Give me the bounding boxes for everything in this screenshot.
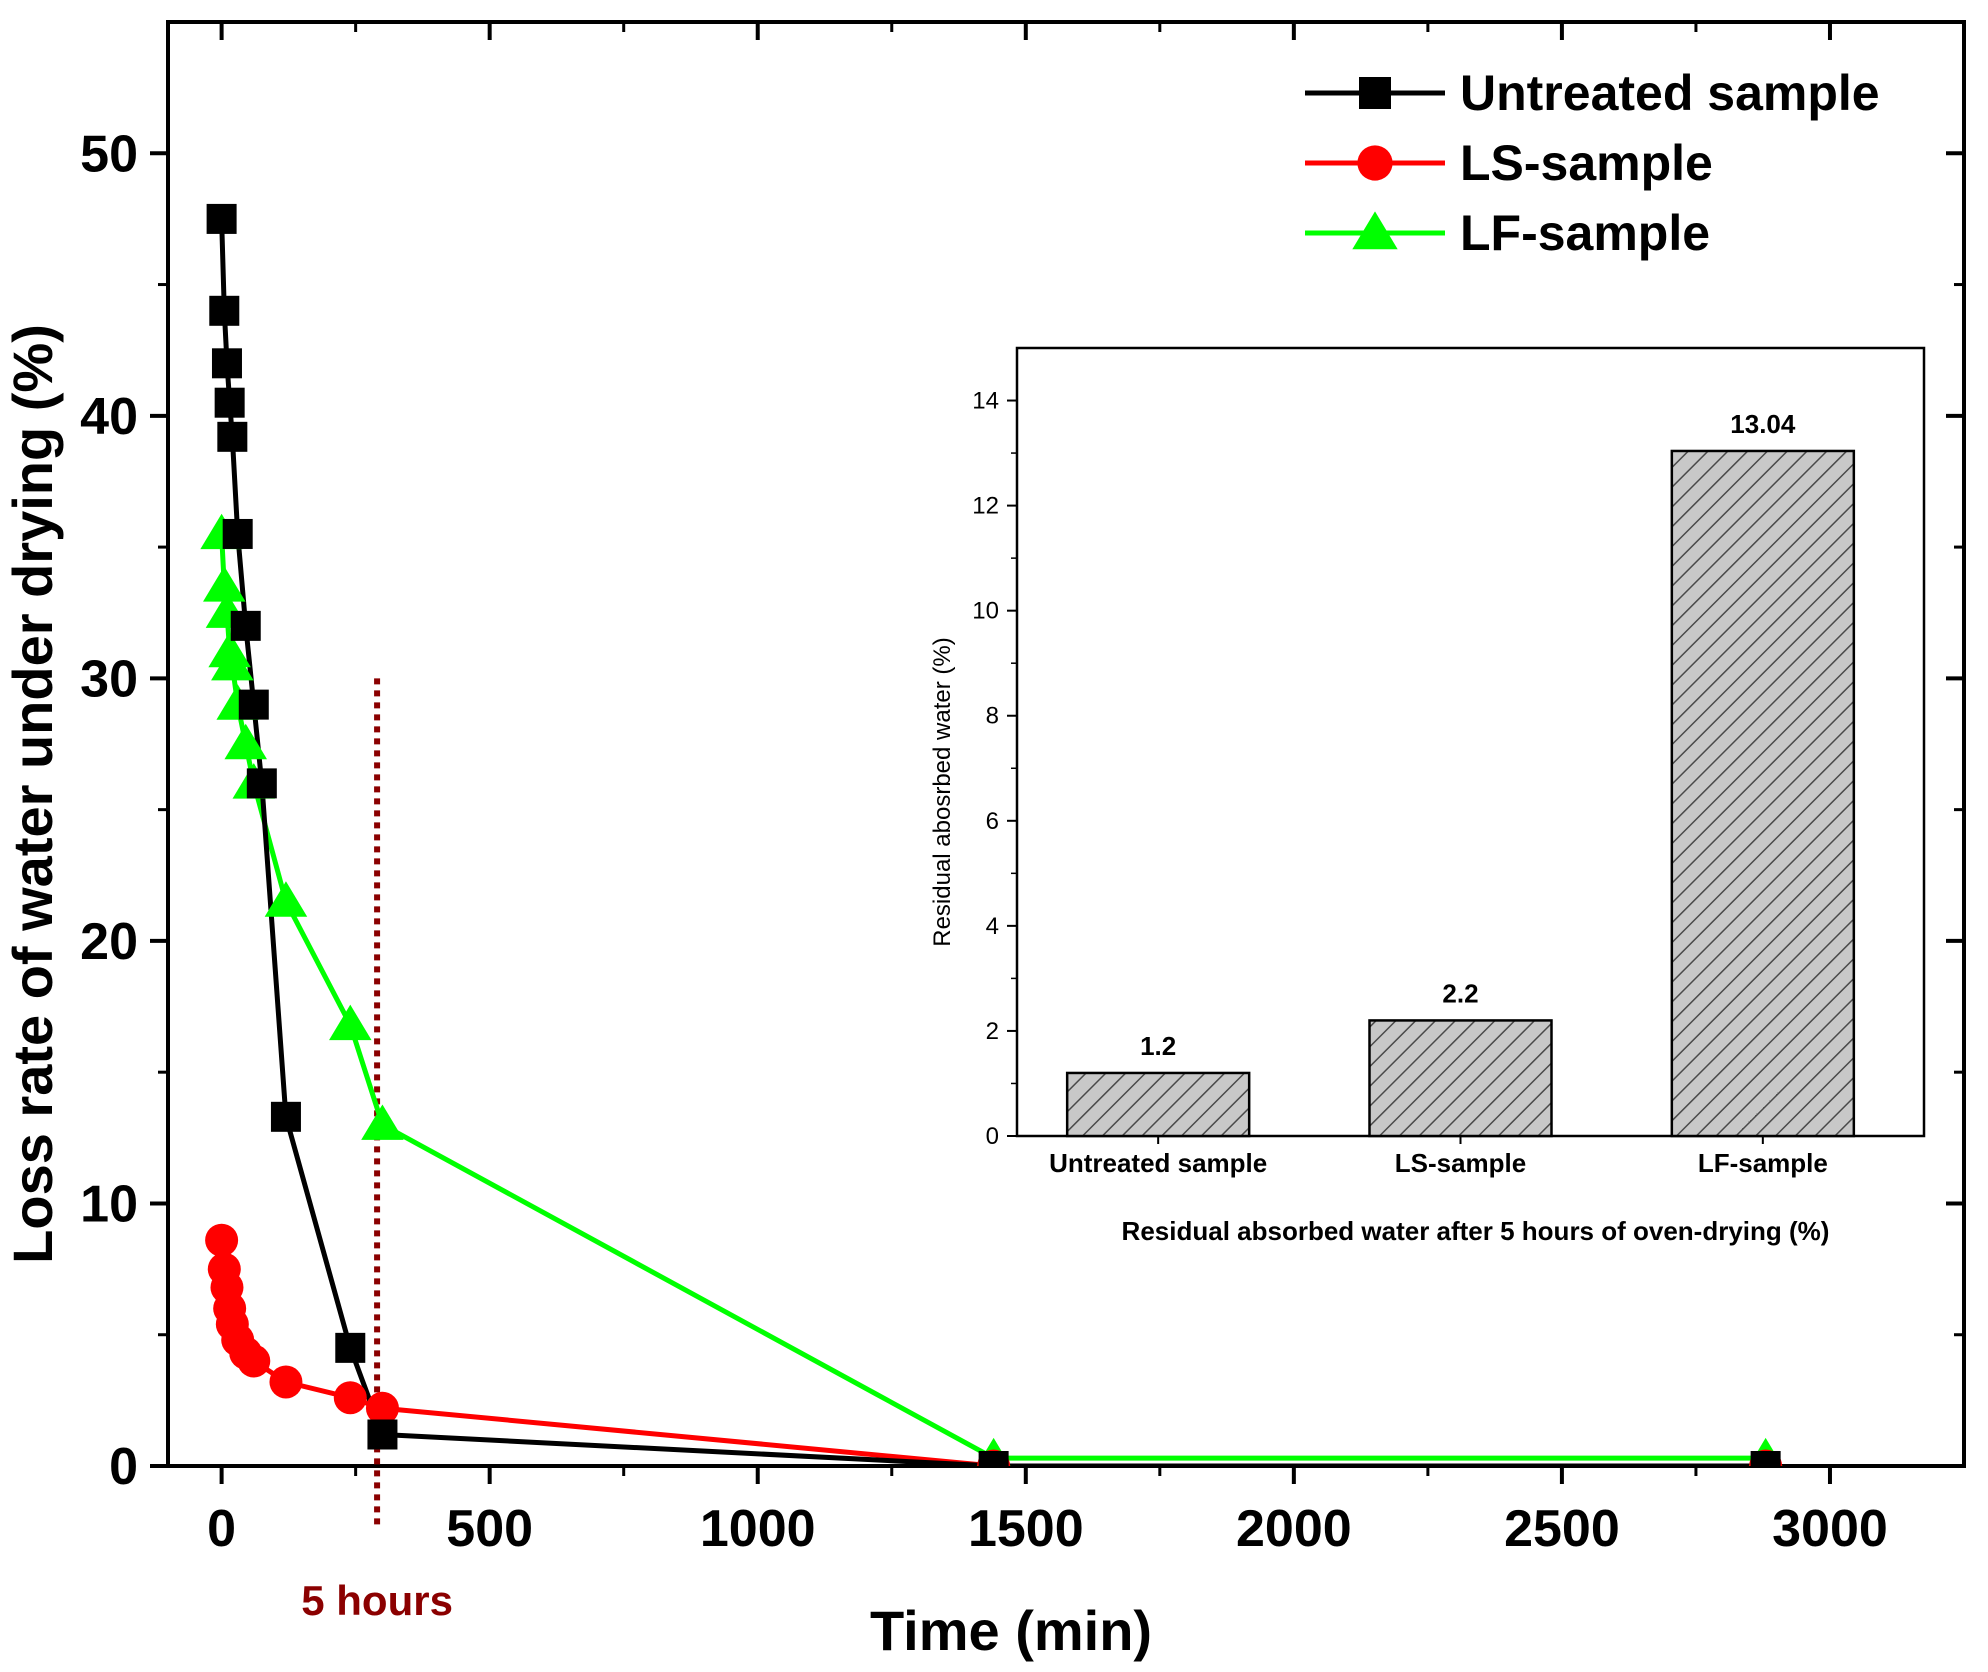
point-lf-sample: [329, 1004, 372, 1041]
point-untreated-sample: [238, 689, 269, 720]
inset-y-tick-label: 4: [986, 913, 999, 940]
x-tick-label: 2000: [1236, 1500, 1352, 1558]
inset-bar: [1670, 449, 1856, 1138]
inset-bar: [1368, 1019, 1553, 1138]
point-untreated-sample: [209, 295, 240, 326]
inset-x-tick-label: Untreated sample: [1049, 1148, 1267, 1178]
point-untreated-sample: [367, 1419, 398, 1450]
y-tick-label: 10: [80, 1175, 138, 1233]
y-tick-label: 20: [80, 913, 138, 971]
x-tick-label: 3000: [1772, 1500, 1888, 1558]
inset-bar-value-label: 1.2: [1140, 1031, 1176, 1061]
legend-marker-ls-sample: [1357, 145, 1393, 181]
point-ls-sample: [333, 1381, 367, 1415]
inset-y-tick-label: 0: [986, 1123, 999, 1150]
series-group: [200, 203, 1783, 1466]
x-tick-label: 0: [207, 1500, 236, 1558]
inset-y-axis-label: Residual abosrbed water (%): [929, 637, 956, 946]
point-untreated-sample: [246, 768, 277, 799]
point-untreated-sample: [230, 610, 261, 641]
x-tick-label: 500: [446, 1500, 533, 1558]
legend-label-lf-sample: LF-sample: [1460, 205, 1710, 261]
inset-y-tick-label: 14: [972, 388, 999, 415]
inset-y-tick-label: 10: [972, 598, 999, 625]
x-tick-label: 1500: [968, 1500, 1084, 1558]
five-hours-label: 5 hours: [301, 1577, 453, 1624]
legend-marker-lf-sample: [1352, 211, 1398, 250]
inset-y-tick-label: 6: [986, 808, 999, 835]
inset-y-tick-label: 2: [986, 1018, 999, 1045]
point-untreated-sample: [214, 387, 245, 418]
inset-bar: [1065, 1071, 1251, 1138]
point-lf-sample: [211, 644, 254, 681]
point-lf-sample: [264, 881, 308, 917]
x-tick-label: 2500: [1504, 1500, 1620, 1558]
inset-y-tick-label: 12: [972, 493, 999, 520]
series-line-ls-sample: [219, 1239, 1766, 1466]
point-untreated-sample: [206, 203, 237, 234]
point-ls-sample: [269, 1365, 303, 1399]
y-tick-label: 30: [80, 650, 138, 708]
y-tick-label: 50: [80, 125, 138, 183]
inset-x-tick-label: LS-sample: [1395, 1148, 1527, 1178]
point-untreated-sample: [270, 1101, 301, 1132]
inset-x-axis-label: Residual absorbed water after 5 hours of…: [1122, 1216, 1830, 1246]
inset-bar-chart: 0 2 4 6 8 10 12 14 1.2 Untreated sample 2.2 LS-samp…: [929, 346, 1926, 1246]
point-untreated-sample: [335, 1332, 366, 1363]
y-axis-label: Loss rate of water under drying (%): [1, 324, 64, 1264]
x-axis-label: Time (min): [870, 1599, 1152, 1662]
point-untreated-sample: [978, 1451, 1009, 1466]
point-ls-sample: [205, 1223, 239, 1257]
point-ls-sample: [365, 1391, 399, 1425]
legend-label-untreated-sample: Untreated sample: [1460, 65, 1880, 121]
x-tick-label: 1000: [700, 1500, 816, 1558]
point-untreated-sample: [222, 518, 253, 549]
point-lf-sample: [361, 1104, 404, 1140]
point-lf-sample: [224, 723, 267, 760]
inset-x-tick-label: LF-sample: [1698, 1148, 1828, 1178]
legend-label-ls-sample: LS-sample: [1460, 135, 1713, 191]
legend-marker-untreated-sample: [1359, 77, 1391, 109]
y-tick-label: 0: [109, 1438, 138, 1496]
inset-y-tick-label: 8: [986, 703, 999, 730]
point-ls-sample: [237, 1344, 271, 1378]
inset-bar-value-label: 13.04: [1730, 409, 1796, 439]
point-lf-sample: [203, 566, 246, 602]
point-untreated-sample: [1750, 1451, 1781, 1466]
main-plot: 0 500 1000 1500 2000 2500 300001020304050Time …: [1, 20, 1966, 1662]
legend: Untreated sample LS-sample LF-sample: [1305, 65, 1880, 261]
inset-bar-value-label: 2.2: [1442, 978, 1478, 1008]
point-untreated-sample: [217, 421, 248, 452]
point-untreated-sample: [211, 348, 242, 379]
y-tick-label: 40: [80, 388, 138, 446]
